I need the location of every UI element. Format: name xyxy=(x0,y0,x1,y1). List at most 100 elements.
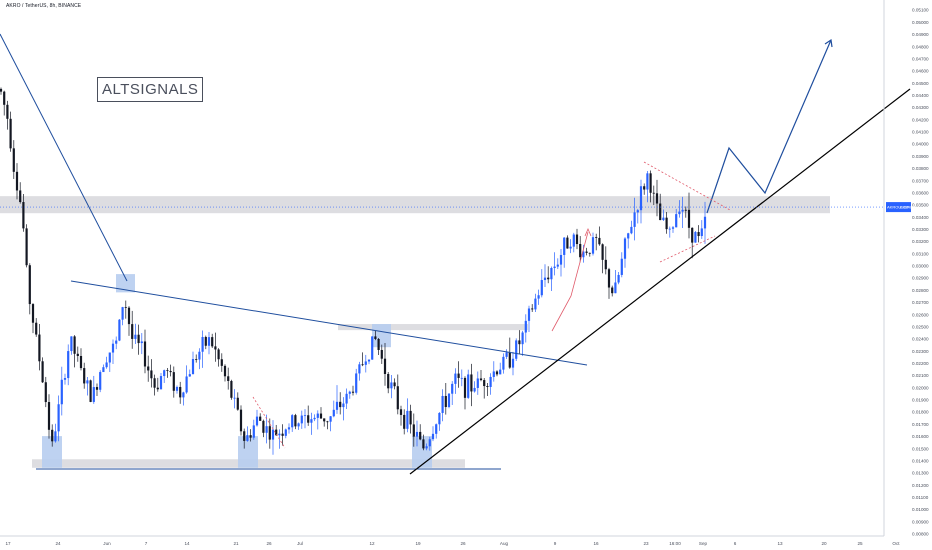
candle-body xyxy=(447,393,451,408)
flag-arrow xyxy=(551,231,589,332)
candle-body xyxy=(479,378,483,381)
candle-body xyxy=(342,403,345,408)
candle-body xyxy=(537,295,540,299)
candle-body xyxy=(367,359,371,362)
candle-body xyxy=(393,382,396,387)
candle-body xyxy=(41,361,44,383)
candle-body xyxy=(121,307,124,320)
rising-support-line xyxy=(409,88,911,475)
candle-body xyxy=(63,378,67,380)
candle-body xyxy=(275,429,278,436)
price-tick-label: 0.03100 xyxy=(912,251,929,256)
candle-body xyxy=(675,214,678,228)
candle-body xyxy=(217,349,220,360)
mid-zone xyxy=(338,324,528,331)
price-tick-label: 0.00800 xyxy=(912,532,929,537)
candle-body xyxy=(153,378,156,388)
candle-body xyxy=(0,88,3,92)
candle-body xyxy=(598,237,601,245)
candle-body xyxy=(566,237,569,249)
candle-body xyxy=(259,416,262,421)
candle-body xyxy=(665,217,668,230)
candle-body xyxy=(287,427,291,430)
candle-body xyxy=(409,410,412,425)
time-tick-label: Oct xyxy=(892,541,900,546)
candle-body xyxy=(399,409,403,415)
candle-body xyxy=(358,364,361,374)
candle-body xyxy=(483,380,486,387)
candle-body xyxy=(303,415,307,417)
candle-body xyxy=(6,104,9,119)
candle-body xyxy=(79,355,83,369)
time-tick-label: 6 xyxy=(734,541,737,546)
candle-body xyxy=(268,426,271,440)
price-tick-label: 0.04800 xyxy=(912,44,929,49)
pennant-lower-line xyxy=(659,235,716,263)
candle-body xyxy=(339,401,342,408)
candle-body xyxy=(547,277,550,280)
candle-body xyxy=(495,371,499,375)
candle-body xyxy=(175,386,179,391)
price-tick-label: 0.03700 xyxy=(912,178,929,183)
candle-body xyxy=(19,190,22,203)
candle-body xyxy=(607,269,611,288)
candle-body xyxy=(617,274,620,283)
candle-body xyxy=(390,382,393,389)
candle-body xyxy=(467,374,470,398)
candle-body xyxy=(511,358,515,368)
candle-body xyxy=(444,395,447,408)
candle-body xyxy=(451,383,454,394)
candle-body xyxy=(633,212,636,227)
candle-body xyxy=(403,414,406,429)
candle-body xyxy=(335,401,339,410)
time-tick-label: 24 xyxy=(55,541,61,546)
candle-body xyxy=(540,280,543,296)
candle-body xyxy=(655,193,659,204)
price-tick-label: 0.03600 xyxy=(912,190,929,195)
candle-body xyxy=(620,258,623,275)
time-tick-label: Aug xyxy=(500,541,509,546)
price-tick-label: 0.02500 xyxy=(912,324,929,329)
candle-body xyxy=(361,364,364,366)
time-tick-label: 25 xyxy=(857,541,863,546)
candle-body xyxy=(591,237,595,254)
price-tick-label: 0.02100 xyxy=(912,373,929,378)
price-tick-label: 0.03400 xyxy=(912,215,929,220)
last-price-symbol: AKROUSDT xyxy=(887,205,910,210)
price-tick-label: 0.01700 xyxy=(912,422,929,427)
price-tick-label: 0.02400 xyxy=(912,337,929,342)
candle-body xyxy=(127,307,131,325)
price-tick-label: 0.01000 xyxy=(912,507,929,512)
price-tick-label: 0.03200 xyxy=(912,239,929,244)
candle-body xyxy=(534,298,537,310)
time-tick-label: 23 xyxy=(643,541,649,546)
candle-body xyxy=(678,211,681,215)
price-tick-label: 0.01600 xyxy=(912,434,929,439)
candle-body xyxy=(697,232,700,237)
candle-body xyxy=(124,307,127,308)
candle-body xyxy=(473,387,476,392)
candle-body xyxy=(435,424,438,434)
price-tick-label: 0.03500 xyxy=(912,203,929,208)
time-tick-label: 13 xyxy=(777,541,783,546)
candle-body xyxy=(54,431,57,442)
candle-body xyxy=(233,397,236,399)
candle-body xyxy=(95,387,99,390)
pivot-highlight xyxy=(116,274,135,293)
candle-body xyxy=(243,431,246,441)
candle-body xyxy=(111,343,115,353)
time-tick-label: 14 xyxy=(184,541,190,546)
price-tick-label: 0.01900 xyxy=(912,398,929,403)
time-tick-label: Sep xyxy=(699,541,708,546)
candle-body xyxy=(412,424,415,437)
candle-body xyxy=(499,369,502,375)
price-tick-label: 0.04200 xyxy=(912,117,929,122)
candle-body xyxy=(659,203,662,221)
candle-body xyxy=(329,416,332,422)
candle-body xyxy=(262,420,265,433)
candle-body xyxy=(518,340,521,345)
symbol-title: AKRO / TetherUS, 8h, BINANCE xyxy=(6,3,82,9)
candle-body xyxy=(425,446,428,449)
pennant-upper-line xyxy=(643,161,731,211)
